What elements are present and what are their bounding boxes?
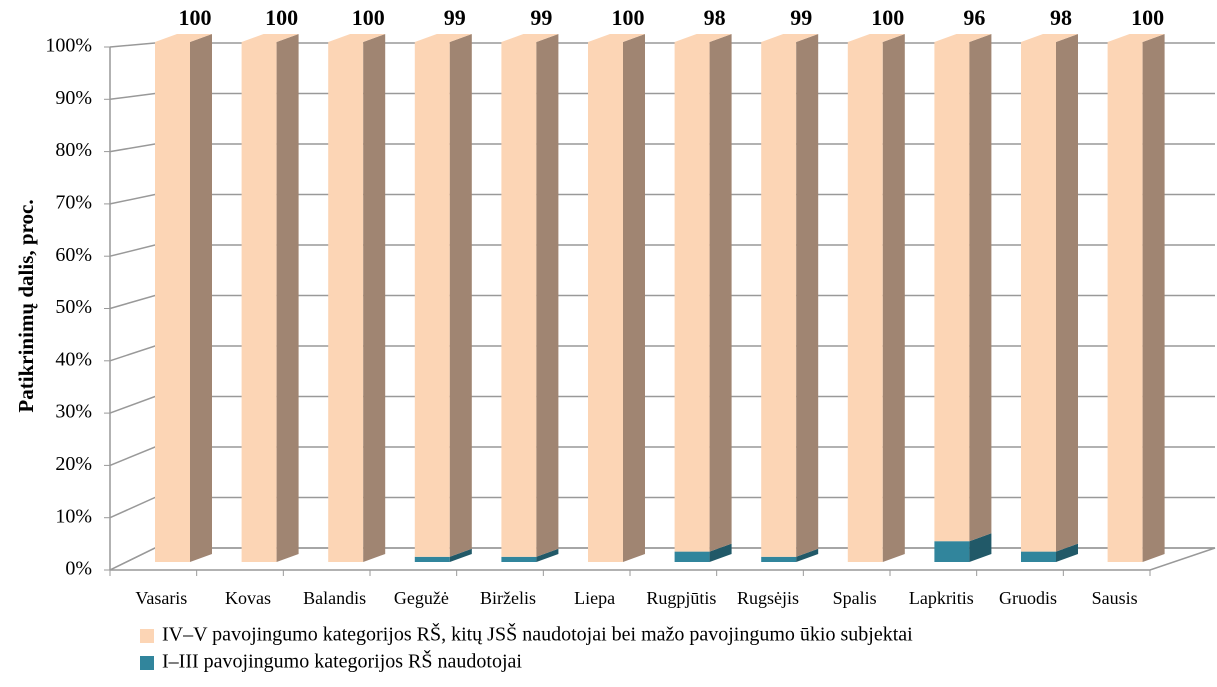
bar [847, 42, 883, 562]
y-tick-label: 80% [55, 139, 92, 161]
legend-label: I–III pavojingumo kategorijos RŠ naudoto… [162, 649, 522, 673]
bar-top [1107, 34, 1165, 42]
bar [674, 42, 710, 552]
bar-top [241, 34, 299, 42]
bar [501, 556, 537, 562]
bar-top [847, 34, 905, 42]
y-tick-label: 0% [65, 558, 92, 580]
x-tick-label: Vasaris [135, 588, 187, 608]
data-label: 100 [265, 5, 298, 30]
x-tick-label: Liepa [574, 588, 615, 608]
y-tick-label: 40% [55, 348, 92, 370]
bar [1107, 42, 1143, 562]
bar-top [155, 34, 212, 42]
y-tick-label: 60% [55, 244, 92, 266]
x-tick-label: Balandis [303, 588, 366, 608]
bar-side [969, 533, 992, 562]
bar [414, 42, 450, 557]
bar-top [934, 34, 992, 42]
bar-side [1142, 34, 1165, 562]
x-tick-label: Rugpjūtis [646, 588, 716, 608]
bar [761, 42, 797, 557]
bar-top [501, 34, 559, 42]
x-tick-label: Gruodis [999, 588, 1057, 608]
bar-top [761, 34, 819, 42]
bar-top [588, 34, 645, 42]
bar-side [1056, 34, 1078, 552]
bar [761, 556, 797, 562]
y-tick-label: 100% [45, 35, 92, 57]
data-label: 96 [963, 5, 985, 30]
bar-side [449, 34, 472, 557]
data-label: 100 [871, 5, 904, 30]
x-tick-label: Birželis [480, 588, 536, 608]
bar-side [363, 34, 386, 562]
data-label: 98 [704, 5, 726, 30]
bar-side [623, 34, 645, 562]
bar [414, 556, 450, 562]
legend-label: IV–V pavojingumo kategorijos RŠ, kitų JS… [162, 622, 913, 646]
bar-top [414, 34, 472, 42]
data-label: 99 [444, 5, 466, 30]
bar [674, 551, 710, 562]
bar-side [709, 34, 732, 552]
bar [588, 42, 623, 562]
data-label: 99 [530, 5, 552, 30]
data-label: 100 [1131, 5, 1164, 30]
bar-top [674, 34, 732, 42]
legend-swatch [140, 656, 154, 670]
bar [934, 541, 970, 562]
x-tick-label: Gegužė [394, 588, 449, 608]
x-tick-label: Spalis [833, 588, 877, 608]
bar-side [969, 34, 992, 542]
bar [241, 42, 277, 562]
y-tick-label: 20% [55, 453, 92, 475]
bar [934, 42, 970, 542]
y-tick-label: 10% [55, 505, 92, 527]
bar-side [276, 34, 299, 562]
data-label: 100 [352, 5, 385, 30]
bar-side [449, 548, 472, 562]
x-tick-label: Kovas [225, 588, 271, 608]
y-tick-label: 30% [55, 401, 92, 423]
x-tick-label: Rugsėjis [737, 588, 799, 608]
y-axis-label: Patikrinimų dalis, proc. [14, 199, 38, 412]
bar-side [709, 543, 732, 562]
bar [328, 42, 364, 562]
bar-side [796, 548, 819, 562]
data-label: 100 [179, 5, 212, 30]
x-tick-label: Sausis [1092, 588, 1138, 608]
bar-side [190, 34, 212, 562]
y-tick-label: 70% [55, 191, 92, 213]
legend-swatch [140, 629, 154, 643]
bar [1021, 42, 1056, 552]
bar-side [536, 34, 559, 557]
bar [1021, 551, 1056, 562]
bar-top [1021, 34, 1078, 42]
bar-side [1056, 543, 1078, 562]
data-label: 100 [612, 5, 645, 30]
bar-top [328, 34, 386, 42]
y-tick-label: 90% [55, 87, 92, 109]
bar-side [882, 34, 905, 562]
bar [155, 42, 190, 562]
bar [501, 42, 537, 557]
bar-side [796, 34, 819, 557]
data-label: 99 [790, 5, 812, 30]
y-tick-label: 50% [55, 296, 92, 318]
bar-side [536, 548, 559, 562]
data-label: 98 [1050, 5, 1072, 30]
x-tick-label: Lapkritis [909, 588, 974, 608]
